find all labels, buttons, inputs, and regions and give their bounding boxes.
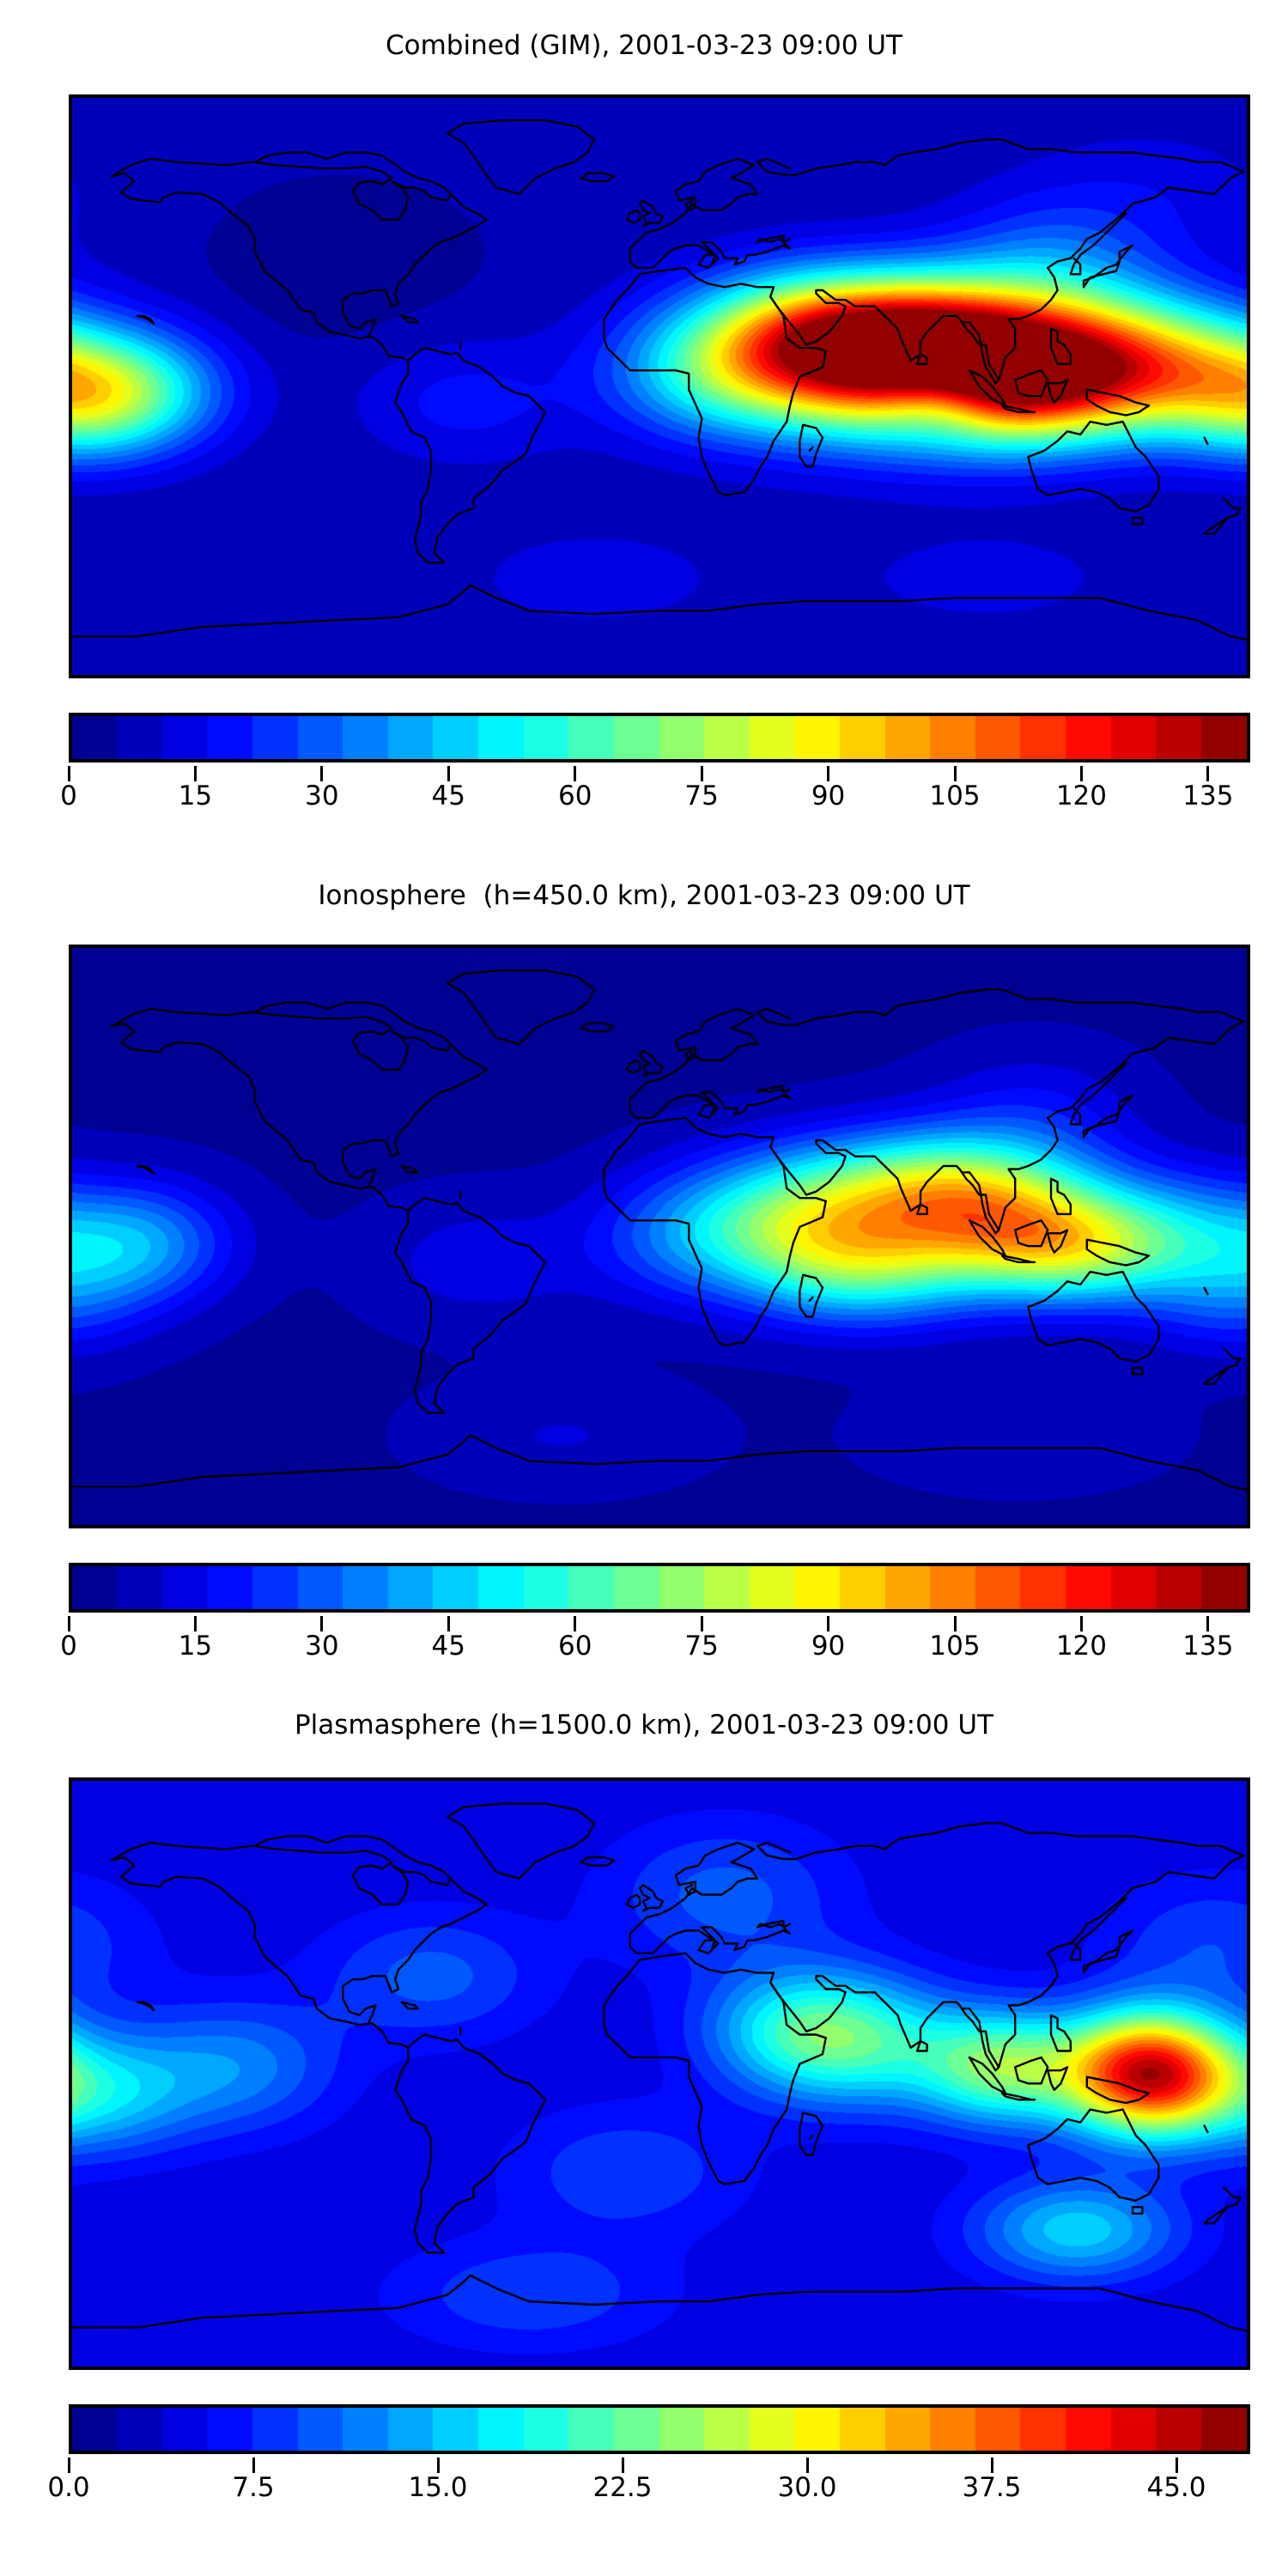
colorbar-tick [320,1616,324,1631]
colorbar-tick-label: 75 [684,781,719,811]
colorbar-gradient-plasmasphere [72,2408,1247,2451]
coastline-overlay-plasmasphere [72,1802,1247,2332]
map-field-canvas-plasmasphere [72,1781,1247,2366]
panel-title-ionosphere: Ionosphere (h=450.0 km), 2001-03-23 09:0… [318,880,970,911]
map-field-canvas-ionosphere [72,948,1247,1525]
colorbar-ticks-plasmasphere [67,2458,1250,2473]
colorbar-tick [1175,2458,1178,2473]
colorbar-tick [700,1616,703,1631]
map-plasmasphere [69,1777,1250,2370]
colorbar-gradient-combined [72,716,1247,759]
colorbar-tick-label: 7.5 [232,2472,275,2503]
colorbar-tick-label: 0.0 [47,2472,90,2503]
colorbar-tick-label: 22.5 [592,2472,653,2503]
map-field-canvas-combined [72,98,1247,675]
colorbar-tick-label: 90 [811,781,846,811]
colorbar-tick [67,1616,70,1631]
colorbar-tick-label: 45 [431,781,466,811]
colorbar-tick-label: 15.0 [408,2472,468,2503]
colorbar-tick [252,2458,255,2473]
colorbar-tick [953,766,957,781]
colorbar-tick-label: 75 [684,1631,719,1662]
colorbar-tick [67,2458,70,2473]
colorbar-tick-label: 0 [60,781,77,811]
colorbar-ticks-ionosphere [67,1616,1250,1631]
coastline-overlay-ionosphere [72,969,1247,1492]
colorbar-tick-label: 105 [929,1631,981,1662]
colorbar-tick [67,766,70,781]
colorbar-tick-label: 30 [305,1631,339,1662]
colorbar-tick-label: 45 [431,1631,466,1662]
colorbar-tick [990,2458,993,2473]
colorbar-tick [320,766,324,781]
colorbar-tick [827,766,830,781]
colorbar-tick-label: 15 [178,781,213,811]
colorbar-tick-label: 135 [1182,1631,1234,1662]
colorbar-tick-label: 120 [1055,1631,1108,1662]
colorbar-tick [700,766,703,781]
colorbar-tick-label: 45.0 [1146,2472,1206,2503]
colorbar-tick [447,766,450,781]
colorbar-tick-label: 60 [557,781,592,811]
colorbar-tick-label: 15 [178,1631,213,1662]
colorbar-tick [1079,1616,1083,1631]
colorbar-plasmasphere [69,2404,1250,2454]
colorbar-tick-label: 90 [811,1631,846,1662]
coastline-overlay-combined [72,118,1247,641]
colorbar-tick-label: 135 [1182,781,1234,811]
map-ionosphere [69,945,1250,1528]
colorbar-ticklabels-ionosphere: 0 15 30 45 60 75 90 105 120 135 [60,1631,1250,1668]
colorbar-ticklabels-combined: 0 15 30 45 60 75 90 105 120 135 [60,781,1250,817]
colorbar-tick [193,766,197,781]
colorbar-tick-label: 30.0 [777,2472,837,2503]
colorbar-tick-label: 0 [60,1631,77,1662]
colorbar-ticklabels-plasmasphere: 0.0 7.5 15.0 22.5 30.0 37.5 45.0 [47,2472,1250,2509]
colorbar-tick-label: 60 [557,1631,592,1662]
colorbar-tick [1206,766,1210,781]
colorbar-tick [436,2458,440,2473]
panel-title-combined: Combined (GIM), 2001-03-23 09:00 UT [386,30,902,61]
colorbar-tick-label: 37.5 [962,2472,1022,2503]
colorbar-tick [1079,766,1083,781]
colorbar-tick [953,1616,957,1631]
colorbar-tick [805,2458,809,2473]
colorbar-tick [574,1616,577,1631]
colorbar-gradient-ionosphere [72,1566,1247,1609]
colorbar-tick [827,1616,830,1631]
colorbar-tick-label: 120 [1055,781,1108,811]
colorbar-tick-label: 30 [305,781,339,811]
colorbar-combined [69,713,1250,762]
colorbar-ticks-combined [67,766,1250,781]
colorbar-tick [193,1616,197,1631]
map-combined [69,94,1250,678]
colorbar-ionosphere [69,1563,1250,1613]
colorbar-tick [574,766,577,781]
colorbar-tick-label: 105 [929,781,981,811]
panel-title-plasmasphere: Plasmasphere (h=1500.0 km), 2001-03-23 0… [294,1710,993,1741]
colorbar-tick [447,1616,450,1631]
colorbar-tick [621,2458,624,2473]
colorbar-tick [1206,1616,1210,1631]
